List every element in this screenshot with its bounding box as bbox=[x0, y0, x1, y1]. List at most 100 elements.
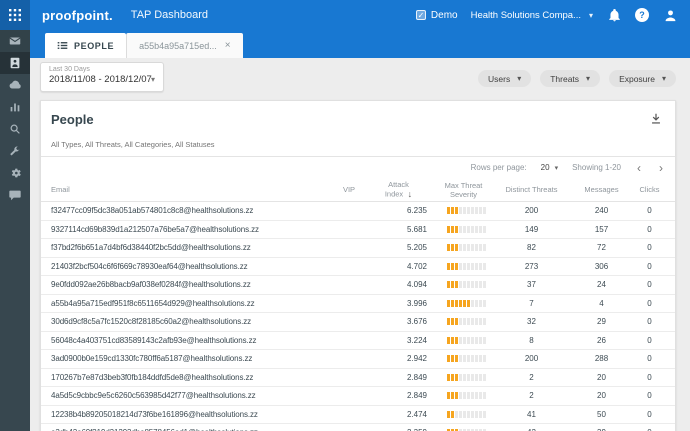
main-area: PEOPLE a55b4a95a715ed... × Last 30 Days 20… bbox=[30, 30, 690, 431]
bar-chart-icon bbox=[10, 103, 20, 112]
card-header: People bbox=[41, 101, 675, 131]
col-distinct-threats[interactable]: Distinct Threats bbox=[505, 185, 558, 194]
exposure-filter-button[interactable]: Exposure ▾ bbox=[609, 70, 676, 87]
severity-bar bbox=[433, 225, 494, 233]
sidebar-item-gear[interactable] bbox=[0, 162, 30, 184]
cell-messages: 29 bbox=[597, 317, 606, 327]
tab-people[interactable]: PEOPLE bbox=[45, 33, 127, 58]
cell-attack-index: 2.474 bbox=[406, 409, 427, 419]
cell-email[interactable]: 4a5d5c9cbbc9e5c6260c563985d42f77@healths… bbox=[51, 391, 256, 401]
cell-distinct-threats: 42 bbox=[494, 428, 569, 431]
cell-email[interactable]: 30d6d9cf8c5a7fc1520c8f28185c60a2@healths… bbox=[51, 317, 252, 327]
help-button[interactable]: ? bbox=[635, 8, 649, 22]
table-row[interactable]: a55b4a95a715edf951f8c6511654d929@healths… bbox=[41, 295, 675, 313]
cell-messages: 20 bbox=[597, 391, 606, 401]
cell-email[interactable]: e3db42a69f319d31293dbe8578456ad1@healths… bbox=[51, 428, 334, 431]
account-button[interactable] bbox=[662, 7, 678, 23]
rows-per-page-value: 20 bbox=[540, 163, 550, 172]
table-row[interactable]: 12238b4b89205018214d73f6be161896@healths… bbox=[41, 406, 675, 424]
sidebar-item-wrench[interactable] bbox=[0, 140, 30, 162]
table-row[interactable]: 30d6d9cf8c5a7fc1520c8f28185c60a2@healths… bbox=[41, 313, 675, 332]
cell-distinct-threats: 8 bbox=[529, 335, 534, 345]
table-row[interactable]: f37bd2f6b651a7d4bf6d38440f2bc5dd@healths… bbox=[41, 239, 675, 258]
top-bar: proofpoint. TAP Dashboard ✓ Demo Health … bbox=[0, 0, 690, 30]
col-attack-index[interactable]: Attack Index ↓ bbox=[384, 179, 413, 199]
cell-email[interactable]: a55b4a95a715edf951f8c6511654d929@healths… bbox=[51, 298, 255, 308]
sidebar-item-search[interactable] bbox=[0, 118, 30, 140]
severity-bar bbox=[433, 355, 494, 363]
cell-email[interactable]: 9e0fdd092ae26b8bacb9af038ef0284f@healths… bbox=[51, 280, 251, 290]
tab-label: a55b4a95a715ed... bbox=[139, 40, 217, 51]
brand-logo: proofpoint. bbox=[42, 7, 113, 23]
col-max-threat-severity[interactable]: Max Threat Severity bbox=[444, 180, 483, 199]
cell-email[interactable]: 3ad0900b0e159cd1330fc780ff6a5187@healths… bbox=[51, 354, 253, 364]
product-title: TAP Dashboard bbox=[130, 9, 209, 21]
next-page-button[interactable]: › bbox=[659, 160, 663, 175]
prev-page-button[interactable]: ‹ bbox=[637, 160, 641, 175]
cell-email[interactable]: f37bd2f6b651a7d4bf6d38440f2bc5dd@healths… bbox=[51, 243, 251, 253]
col-email[interactable]: Email bbox=[51, 185, 70, 194]
cell-attack-index: 2.942 bbox=[406, 354, 427, 364]
table-row[interactable]: e3db42a69f319d31293dbe8578456ad1@healths… bbox=[41, 424, 675, 431]
cell-email[interactable]: 21403f2bcf504c6f6f669c78930eaf64@healths… bbox=[51, 261, 248, 271]
cell-distinct-threats: 82 bbox=[527, 243, 536, 253]
cell-email[interactable]: 9327114cd69b839d1a212507a76be5a7@healths… bbox=[51, 224, 259, 234]
rows-per-page-select[interactable]: 20 ▾ bbox=[541, 163, 558, 172]
cell-email[interactable]: 170267b7e87d3beb3f0fb184ddfd5de8@healths… bbox=[51, 372, 254, 382]
severity-bar bbox=[433, 373, 494, 381]
cell-email[interactable]: 12238b4b89205018214d73f6be161896@healths… bbox=[51, 409, 258, 419]
chevron-down-icon: ▾ bbox=[517, 74, 522, 83]
org-name: Health Solutions Compa... bbox=[470, 9, 581, 21]
cell-clicks: 0 bbox=[647, 409, 652, 419]
cell-attack-index: 2.849 bbox=[406, 372, 427, 382]
col-messages[interactable]: Messages bbox=[584, 185, 619, 194]
users-filter-button[interactable]: Users ▾ bbox=[478, 70, 532, 87]
cell-clicks: 0 bbox=[647, 261, 652, 271]
col-vip[interactable]: VIP bbox=[342, 185, 356, 194]
demo-checkbox[interactable]: ✓ bbox=[415, 10, 426, 20]
search-icon bbox=[10, 124, 20, 134]
sidebar-item-people-badge[interactable] bbox=[0, 52, 30, 74]
cell-email[interactable]: 56048c4a403751cd83589143c2afb93e@healths… bbox=[51, 335, 257, 345]
cell-messages: 157 bbox=[594, 224, 609, 234]
filters-summary: All Types, All Threats, All Categories, … bbox=[51, 140, 215, 149]
sidebar-item-bar-chart[interactable] bbox=[0, 96, 30, 118]
cell-messages: 288 bbox=[594, 354, 609, 364]
page-title: People bbox=[51, 112, 94, 127]
divider bbox=[41, 156, 675, 157]
sort-desc-icon: ↓ bbox=[405, 188, 413, 199]
notifications-button[interactable] bbox=[606, 7, 622, 23]
cell-email[interactable]: f32477cc09f5dc38a051ab574801c8c8@healths… bbox=[51, 206, 254, 216]
table-row[interactable]: 21403f2bcf504c6f6f669c78930eaf64@healths… bbox=[41, 258, 675, 276]
table-row[interactable]: f32477cc09f5dc38a051ab574801c8c8@healths… bbox=[41, 202, 675, 221]
list-icon bbox=[57, 42, 68, 49]
tab-detail[interactable]: a55b4a95a715ed... × bbox=[126, 33, 243, 58]
table-row[interactable]: 3ad0900b0e159cd1330fc780ff6a5187@healths… bbox=[41, 350, 675, 369]
table-row[interactable]: 9e0fdd092ae26b8bacb9af038ef0284f@healths… bbox=[41, 276, 675, 295]
cell-clicks: 0 bbox=[647, 298, 652, 308]
table-row[interactable]: 170267b7e87d3beb3f0fb184ddfd5de8@healths… bbox=[41, 369, 675, 387]
people-card: People All Types, All Threats, All Categ… bbox=[40, 100, 676, 431]
table-row[interactable]: 4a5d5c9cbbc9e5c6260c563985d42f77@healths… bbox=[41, 387, 675, 406]
sidebar-item-chat[interactable] bbox=[0, 184, 30, 206]
table-row[interactable]: 56048c4a403751cd83589143c2afb93e@healths… bbox=[41, 332, 675, 350]
showing-range: Showing 1-20 bbox=[572, 163, 621, 172]
severity-bar bbox=[433, 392, 494, 400]
col-clicks[interactable]: Clicks bbox=[639, 185, 660, 194]
cell-messages: 20 bbox=[597, 372, 606, 382]
date-range-picker[interactable]: Last 30 Days 2018/11/08 - 2018/12/07 ▾ bbox=[40, 62, 164, 92]
close-icon[interactable]: × bbox=[224, 40, 231, 51]
table-row[interactable]: 9327114cd69b839d1a212507a76be5a7@healths… bbox=[41, 221, 675, 239]
severity-bar bbox=[433, 318, 494, 326]
severity-bar bbox=[433, 336, 494, 344]
cell-clicks: 0 bbox=[647, 280, 652, 290]
threats-filter-button[interactable]: Threats ▾ bbox=[540, 70, 601, 87]
sidebar-item-mail[interactable] bbox=[0, 30, 30, 52]
org-selector[interactable]: Health Solutions Compa... ▾ bbox=[471, 10, 593, 21]
severity-bar bbox=[433, 281, 494, 289]
demo-toggle[interactable]: ✓ Demo bbox=[415, 10, 458, 21]
app-grid-button[interactable] bbox=[0, 0, 30, 30]
severity-bar bbox=[433, 299, 494, 307]
sidebar-item-cloud[interactable] bbox=[0, 74, 30, 96]
download-button[interactable] bbox=[649, 112, 663, 131]
